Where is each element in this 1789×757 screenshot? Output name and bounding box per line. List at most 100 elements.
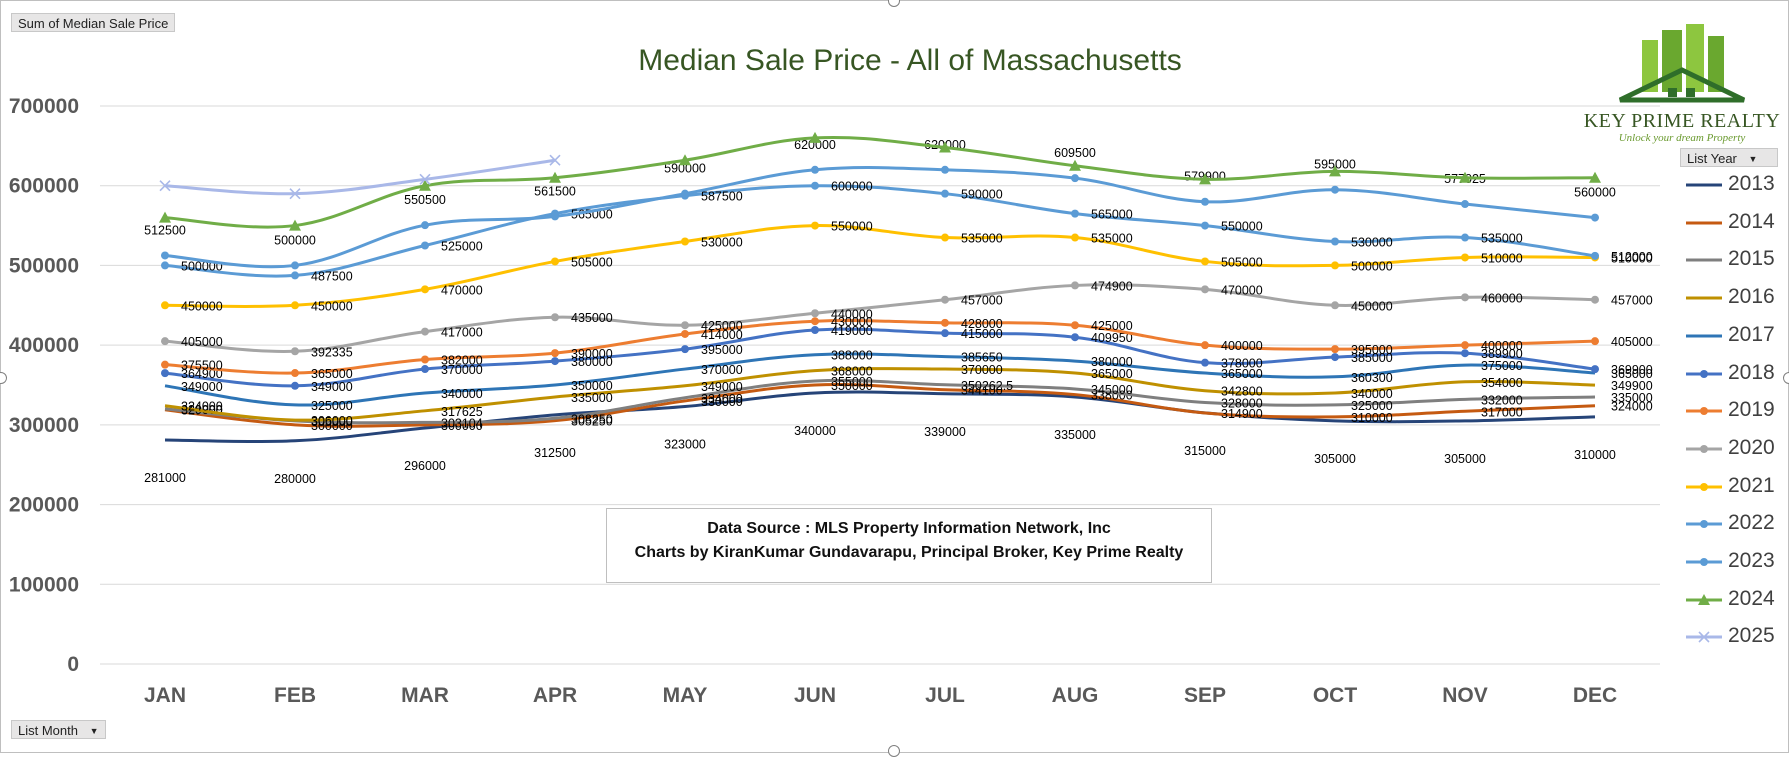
legend-label: 2019	[1728, 398, 1775, 422]
resize-handle-right[interactable]	[1783, 372, 1789, 384]
data-point	[1591, 295, 1599, 304]
data-label: 375000	[1481, 359, 1523, 373]
data-point	[419, 173, 431, 185]
legend-swatch	[1686, 296, 1722, 300]
legend-item-2024[interactable]: 2024	[1684, 587, 1784, 617]
data-label: 587500	[701, 190, 743, 204]
x-tick-label: DEC	[1573, 684, 1617, 707]
logo-name: KEY PRIME REALTY	[1583, 110, 1781, 132]
data-point	[421, 355, 429, 364]
legend-item-2018[interactable]: 2018	[1684, 361, 1784, 391]
data-label: 565000	[1091, 208, 1133, 222]
data-point	[1201, 358, 1209, 367]
data-point	[939, 141, 951, 153]
logo-buildings-icon	[1618, 24, 1746, 103]
data-label: 400000	[1221, 339, 1263, 353]
data-label: 470000	[1221, 283, 1263, 297]
data-label: 350000	[831, 379, 873, 393]
axis-field-button[interactable]: List Month ▼	[11, 720, 106, 739]
data-point	[1071, 333, 1079, 342]
data-label: 354000	[1481, 376, 1523, 390]
data-point	[681, 237, 689, 246]
legend-item-2022[interactable]: 2022	[1684, 511, 1784, 541]
data-point	[1071, 321, 1079, 330]
legend-field-button[interactable]: List Year ▼	[1680, 148, 1778, 167]
data-point	[289, 219, 301, 231]
data-point	[419, 179, 431, 191]
series-line-2013	[164, 390, 1596, 444]
legend-item-2021[interactable]: 2021	[1684, 474, 1784, 504]
data-point	[1591, 365, 1599, 374]
data-label: 345000	[1091, 383, 1133, 397]
data-label: 314900	[1221, 407, 1263, 421]
data-label: 355000	[831, 375, 873, 389]
data-point	[421, 285, 429, 294]
data-point	[1071, 233, 1079, 242]
data-point	[941, 329, 949, 338]
series-line-2020	[164, 283, 1596, 353]
legend-swatch	[1686, 183, 1722, 187]
legend-item-2013[interactable]: 2013	[1684, 172, 1784, 202]
legend-label: 2018	[1728, 360, 1775, 384]
y-tick-label: 400000	[9, 334, 79, 357]
legend-item-2016[interactable]: 2016	[1684, 285, 1784, 315]
data-label: 370000	[961, 363, 1003, 377]
data-label: 500000	[1351, 259, 1393, 273]
legend-label: 2020	[1728, 435, 1775, 459]
data-label: 365000	[1611, 367, 1653, 381]
data-label: 535000	[1481, 232, 1523, 246]
y-tick-label: 500000	[9, 254, 79, 277]
data-label: 450000	[1351, 299, 1393, 313]
legend-label: 2015	[1728, 247, 1775, 271]
data-point	[1071, 209, 1079, 218]
data-label: 500000	[274, 233, 316, 247]
data-point	[1461, 293, 1469, 302]
data-point	[1461, 253, 1469, 262]
data-label: 487500	[311, 269, 353, 283]
legend-swatch	[1686, 482, 1722, 491]
data-label: 512500	[144, 223, 186, 237]
data-label: 349900	[1611, 379, 1653, 393]
y-tick-label: 200000	[9, 494, 79, 517]
data-label: 430000	[831, 315, 873, 329]
data-point	[1201, 257, 1209, 266]
data-label: 512000	[1611, 250, 1653, 264]
legend-item-2014[interactable]: 2014	[1684, 210, 1784, 240]
legend-item-2023[interactable]: 2023	[1684, 549, 1784, 579]
data-point	[161, 360, 169, 369]
series-line-2016	[164, 367, 1596, 422]
legend-item-2019[interactable]: 2019	[1684, 398, 1784, 428]
x-tick-label: APR	[533, 684, 577, 707]
data-label: 360300	[1351, 371, 1393, 385]
data-label: 340000	[1351, 387, 1393, 401]
series-line-2025	[164, 158, 556, 196]
legend-item-2017[interactable]: 2017	[1684, 323, 1784, 353]
data-point	[1331, 301, 1339, 310]
data-label: 417000	[441, 326, 483, 340]
legend-swatch	[1686, 558, 1722, 566]
data-point	[291, 271, 299, 280]
dropdown-arrow-icon: ▼	[1748, 154, 1758, 165]
data-label: 349000	[311, 380, 353, 394]
legend-swatch	[1686, 631, 1722, 643]
legend-item-2020[interactable]: 2020	[1684, 436, 1784, 466]
data-label: 561500	[534, 184, 576, 198]
data-label: 405000	[181, 335, 223, 349]
data-label: 380000	[571, 355, 613, 369]
data-point	[1201, 221, 1209, 230]
data-label: 368000	[831, 365, 873, 379]
legend-item-2015[interactable]: 2015	[1684, 247, 1784, 277]
data-label: 317625	[441, 405, 483, 419]
data-point	[421, 221, 429, 230]
data-point	[941, 165, 949, 174]
data-point	[161, 337, 169, 346]
data-point	[811, 221, 819, 230]
data-point	[941, 189, 949, 198]
legend-item-2025[interactable]: 2025	[1684, 624, 1784, 654]
data-point	[811, 309, 819, 318]
series-line-2021	[164, 224, 1596, 309]
value-field-button[interactable]: Sum of Median Sale Price	[11, 13, 176, 32]
data-label: 525000	[441, 240, 483, 254]
data-point	[289, 188, 301, 200]
